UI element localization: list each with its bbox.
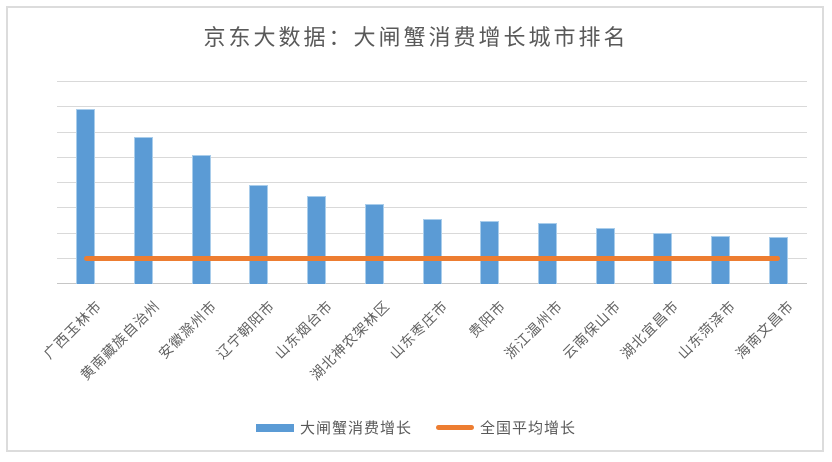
gridline <box>57 182 807 183</box>
bar <box>480 220 500 284</box>
gridline <box>57 106 807 108</box>
bar <box>134 136 154 284</box>
legend-item-line-series: 全国平均增长 <box>436 417 576 438</box>
bar <box>422 219 442 284</box>
gridline <box>57 207 807 209</box>
bar <box>364 204 384 284</box>
bar <box>307 196 327 284</box>
gridline <box>57 81 807 82</box>
bar <box>76 108 96 284</box>
legend-item-bar-series: 大闸蟹消费增长 <box>255 417 412 438</box>
bar <box>249 185 269 284</box>
chart-title: 京东大数据：大闸蟹消费增长城市排名 <box>203 25 629 50</box>
gridline <box>57 156 807 158</box>
line-series-swatch-icon <box>436 425 474 430</box>
plot-area <box>57 81 807 284</box>
bar-series-swatch-icon <box>255 423 294 432</box>
bar <box>191 154 211 284</box>
legend-line-series-label: 全国平均增长 <box>480 420 577 437</box>
legend: 大闸蟹消费增长 全国平均增长 <box>0 417 832 438</box>
legend-bar-series-label: 大闸蟹消费增长 <box>299 420 412 437</box>
bar <box>537 223 557 284</box>
bar <box>595 228 615 284</box>
gridline <box>57 131 807 133</box>
national-average-line <box>83 256 781 262</box>
